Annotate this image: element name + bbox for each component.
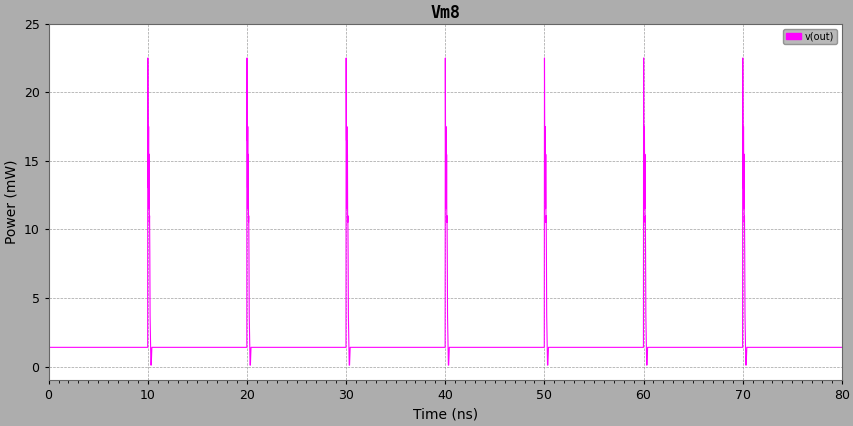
Legend: v(out): v(out) [782, 29, 836, 44]
Title: Vm8: Vm8 [430, 4, 460, 22]
X-axis label: Time (ns): Time (ns) [412, 408, 477, 422]
Y-axis label: Power (mW): Power (mW) [4, 160, 18, 244]
